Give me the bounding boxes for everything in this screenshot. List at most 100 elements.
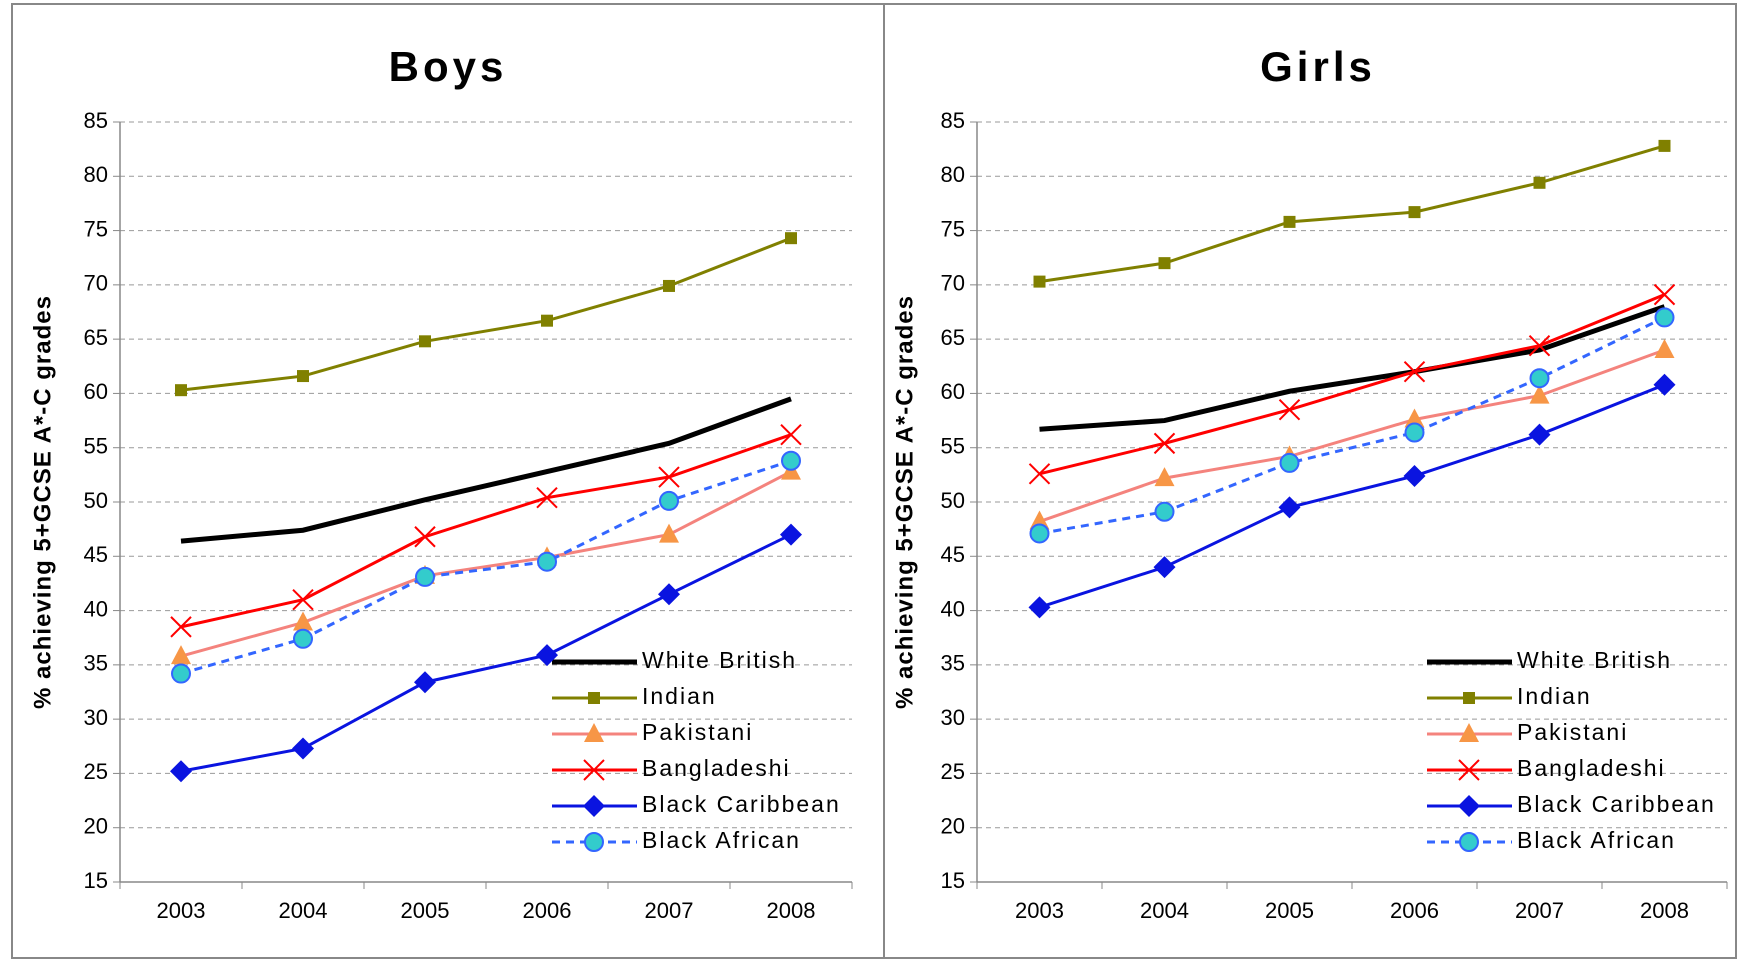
marker: [171, 645, 191, 665]
marker: [1654, 307, 1675, 328]
marker: [658, 466, 680, 488]
marker: [1459, 832, 1479, 852]
series-line: [180, 433, 792, 629]
marker: [1403, 361, 1426, 383]
x-tick-label: 2003: [1015, 898, 1064, 923]
marker: [1459, 723, 1479, 742]
y-tick-label: 50: [941, 488, 965, 513]
y-tick-label: 75: [84, 216, 108, 241]
marker: [583, 795, 605, 817]
y-axis-label: % achieving 5+GCSE A*-C grades: [891, 295, 918, 709]
marker: [1278, 496, 1301, 519]
marker: [1033, 275, 1046, 288]
marker: [663, 279, 675, 292]
marker: [170, 616, 192, 638]
marker: [297, 370, 309, 383]
marker: [1658, 139, 1671, 152]
x-tick-label: 2006: [523, 898, 572, 923]
legend-label: Indian: [1517, 683, 1592, 709]
marker: [536, 644, 558, 667]
y-tick-label: 75: [941, 216, 965, 241]
y-tick-label: 40: [941, 596, 965, 621]
marker: [1153, 432, 1176, 455]
y-tick-label: 60: [941, 379, 965, 404]
y-tick-label: 30: [941, 705, 965, 730]
legend-label: Black African: [642, 827, 801, 853]
x-tick-label: 2008: [1640, 898, 1689, 923]
legend-label: Indian: [642, 683, 717, 709]
series-line: [1039, 348, 1666, 523]
y-tick-label: 50: [84, 488, 108, 513]
marker: [659, 523, 679, 543]
y-tick-label: 35: [941, 651, 965, 676]
legend-label: Black Caribbean: [642, 791, 841, 817]
marker: [175, 384, 187, 397]
x-tick-label: 2003: [157, 898, 206, 923]
marker: [1028, 596, 1051, 619]
x-tick-label: 2005: [401, 898, 450, 923]
legend-label: Bangladeshi: [1517, 755, 1666, 781]
marker: [1653, 373, 1676, 396]
y-tick-label: 25: [941, 759, 965, 784]
y-tick-label: 85: [941, 108, 965, 133]
y-tick-label: 45: [941, 542, 965, 567]
marker: [293, 628, 313, 649]
y-tick-label: 70: [941, 271, 965, 296]
y-tick-label: 55: [84, 434, 108, 459]
marker: [1653, 283, 1676, 306]
marker: [1029, 510, 1050, 530]
series-line: [180, 396, 792, 544]
marker: [1654, 339, 1675, 358]
y-tick-label: 80: [84, 162, 108, 187]
series-line: [180, 470, 792, 658]
series-line: [1039, 316, 1666, 535]
marker: [537, 551, 557, 572]
marker: [584, 723, 604, 742]
y-tick-label: 35: [84, 651, 108, 676]
series-line: [180, 236, 792, 392]
marker: [1154, 501, 1175, 522]
marker: [414, 526, 436, 548]
marker: [1528, 334, 1551, 357]
y-tick-label: 20: [84, 814, 108, 839]
marker: [780, 523, 802, 546]
legend-label: White British: [642, 647, 797, 673]
x-tick-label: 2004: [1140, 898, 1189, 923]
panel-border: [883, 3, 1737, 959]
y-tick-label: 45: [84, 542, 108, 567]
y-axis-label: % achieving 5+GCSE A*-C grades: [29, 295, 56, 709]
marker: [1158, 257, 1171, 270]
y-tick-label: 40: [84, 596, 108, 621]
y-tick-label: 65: [84, 325, 108, 350]
x-tick-label: 2007: [1515, 898, 1564, 923]
marker: [1029, 523, 1050, 544]
marker: [536, 486, 558, 509]
marker: [170, 760, 192, 783]
marker: [1154, 467, 1175, 487]
x-tick-label: 2005: [1265, 898, 1314, 923]
marker: [1458, 759, 1480, 781]
y-tick-label: 25: [84, 759, 108, 784]
marker: [584, 832, 604, 852]
marker: [415, 566, 435, 587]
y-tick-label: 65: [941, 325, 965, 350]
marker: [588, 692, 600, 704]
legend-label: White British: [1517, 647, 1672, 673]
y-tick-label: 85: [84, 108, 108, 133]
marker: [781, 450, 801, 471]
marker: [1529, 384, 1550, 404]
legend-label: Bangladeshi: [642, 755, 791, 781]
marker: [1533, 176, 1546, 189]
marker: [1404, 408, 1425, 428]
legend-label: Black African: [1517, 827, 1676, 853]
legend-label: Pakistani: [642, 719, 753, 745]
chart-title: Boys: [389, 43, 508, 90]
marker: [292, 589, 314, 611]
series-line: [1039, 383, 1666, 609]
y-tick-label: 30: [84, 705, 108, 730]
y-tick-label: 80: [941, 162, 965, 187]
marker: [541, 314, 553, 327]
marker: [1408, 206, 1421, 219]
x-tick-label: 2006: [1390, 898, 1439, 923]
